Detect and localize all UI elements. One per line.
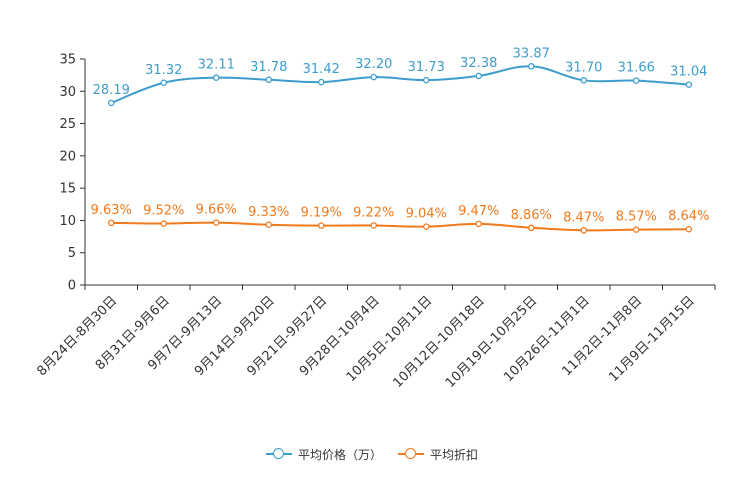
data-point-1 xyxy=(212,219,220,226)
data-label-1: 9.33% xyxy=(248,205,289,220)
y-tick-label: 10 xyxy=(59,214,76,229)
data-point-1 xyxy=(160,220,167,227)
data-point-1 xyxy=(370,222,377,229)
y-tick-label: 30 xyxy=(59,85,76,100)
legend-item-discount[interactable]: 平均折扣 xyxy=(398,446,478,463)
x-tick-label: 10月12日-10月18日 xyxy=(390,293,487,390)
data-point-1 xyxy=(685,225,693,233)
data-label-1: 9.52% xyxy=(143,204,184,219)
x-tick-label: 10月19日-10月25日 xyxy=(443,293,540,390)
data-point-0 xyxy=(370,73,377,81)
data-label-0: 32.20 xyxy=(355,57,392,72)
data-label-1: 9.63% xyxy=(91,203,132,218)
data-label-0: 31.42 xyxy=(303,62,340,77)
y-tick-label: 25 xyxy=(59,117,76,132)
data-label-1: 9.19% xyxy=(301,206,342,221)
data-point-0 xyxy=(212,74,220,81)
data-point-0 xyxy=(685,81,693,88)
data-label-0: 31.73 xyxy=(408,60,445,75)
data-label-1: 8.86% xyxy=(511,208,552,223)
data-point-0 xyxy=(580,77,588,84)
data-point-1 xyxy=(108,219,115,227)
data-point-1 xyxy=(528,224,535,232)
data-label-1: 8.57% xyxy=(616,210,657,225)
data-label-0: 32.11 xyxy=(198,58,235,73)
series-line-1 xyxy=(111,221,689,232)
series-line-0 xyxy=(110,65,689,104)
y-tick-label: 35 xyxy=(59,53,76,68)
data-label-1: 9.04% xyxy=(406,207,447,222)
data-point-1 xyxy=(633,226,640,233)
legend-label-discount: 平均折扣 xyxy=(430,447,479,462)
data-point-1 xyxy=(265,221,272,229)
data-label-1: 9.66% xyxy=(196,203,237,218)
data-label-0: 31.70 xyxy=(565,60,602,75)
data-point-0 xyxy=(528,63,535,70)
data-point-0 xyxy=(108,99,115,107)
data-point-1 xyxy=(317,222,325,229)
legend-marker-discount-icon xyxy=(398,447,424,461)
data-point-0 xyxy=(633,77,640,84)
data-label-0: 31.78 xyxy=(250,60,287,75)
data-point-0 xyxy=(422,76,430,84)
data-point-0 xyxy=(160,79,167,87)
data-label-0: 31.66 xyxy=(618,61,655,76)
y-tick-label: 15 xyxy=(59,182,76,197)
data-point-1 xyxy=(475,220,482,228)
data-point-0 xyxy=(317,78,325,86)
data-label-1: 8.64% xyxy=(668,209,709,224)
data-label-1: 9.47% xyxy=(458,204,499,219)
y-tick-label: 20 xyxy=(59,149,76,164)
data-label-0: 31.04 xyxy=(670,65,707,80)
data-label-0: 28.19 xyxy=(93,83,130,98)
data-point-1 xyxy=(422,223,430,230)
data-label-0: 31.32 xyxy=(145,63,182,78)
legend-marker-price-icon xyxy=(265,447,292,461)
data-label-1: 8.47% xyxy=(563,210,604,225)
y-tick-label: 0 xyxy=(68,279,76,294)
data-point-1 xyxy=(580,227,588,234)
data-label-1: 9.22% xyxy=(353,205,394,220)
y-tick-label: 5 xyxy=(68,246,76,261)
data-point-0 xyxy=(475,72,482,80)
data-point-0 xyxy=(265,76,272,84)
legend-item-price[interactable]: 平均价格（万） xyxy=(265,446,382,463)
legend-label-price: 平均价格（万） xyxy=(297,447,382,462)
data-label-0: 33.87 xyxy=(513,46,550,61)
legend: 平均价格（万） 平均折扣 xyxy=(0,444,744,464)
data-label-0: 32.38 xyxy=(460,56,497,71)
